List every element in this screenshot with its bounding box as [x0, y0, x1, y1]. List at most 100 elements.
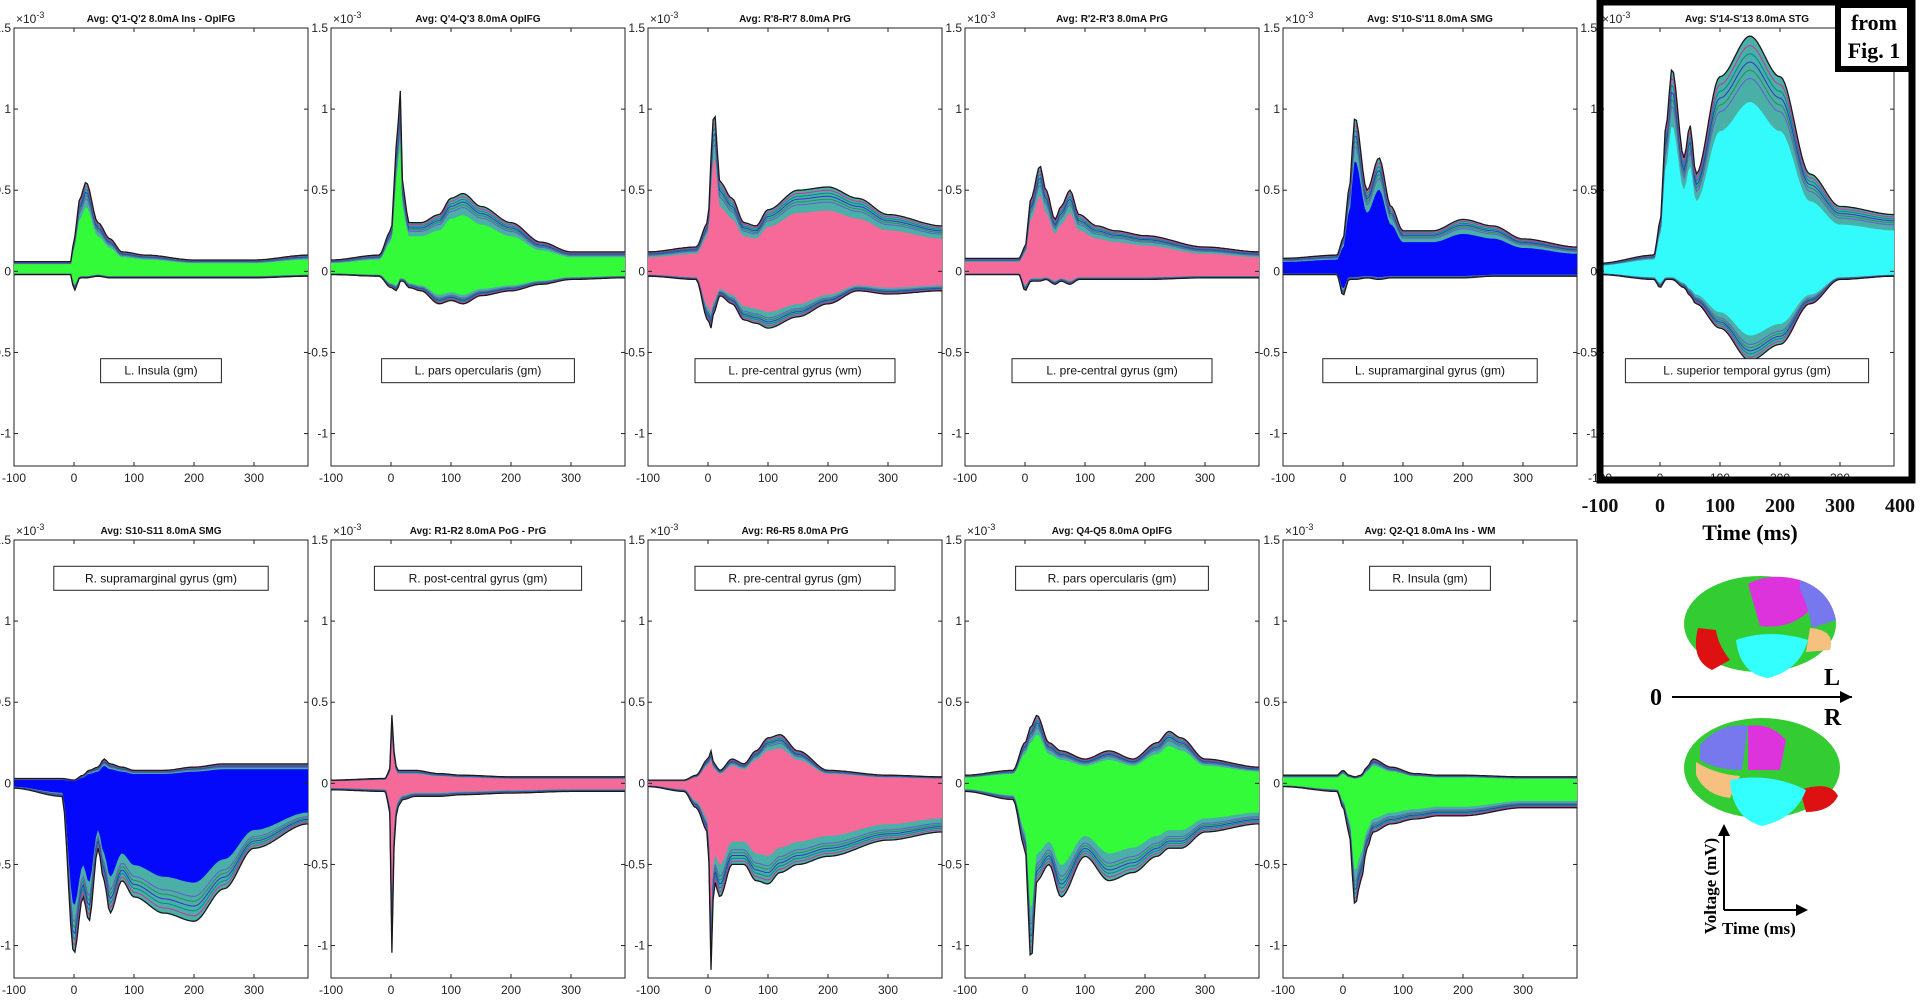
eeg-panel-11: -1 -0.5 0 0.5 1 1.5 -100 0 100 200 300 ×10-3 Avg: Q2… [1259, 522, 1578, 997]
y-tick-label: 1.5 [311, 533, 328, 547]
x-tick-label: 0 [71, 983, 78, 997]
panel-title: Avg: S10-S11 8.0mA SMG [101, 526, 222, 537]
y-tick-label: 1.5 [945, 533, 962, 547]
panel-title: Avg: Q'1-Q'2 8.0mA Ins - OpIFG [87, 14, 236, 25]
inset-x-tick-label: 400 [1885, 495, 1915, 517]
envelope-upper-edge [331, 90, 625, 261]
envelope-lower-edge [964, 790, 1259, 957]
y-tick-label: -0.5 [0, 857, 11, 871]
region-label-box [53, 565, 269, 591]
x-tick-label: 300 [1513, 983, 1533, 997]
y-exponent-label: ×10-3 [967, 10, 995, 26]
y-tick-label: -1 [0, 939, 11, 953]
eeg-panel-9: -1 -0.5 0 0.5 1 1.5 -100 0 100 200 300 ×10-3 Avg: R6… [624, 522, 943, 997]
trace-line-lower [648, 785, 943, 943]
y-exponent-label: ×10-3 [333, 10, 361, 26]
region-label-box [1624, 358, 1870, 384]
y-tick-label: -0.5 [1259, 857, 1280, 871]
trace-line-upper [1600, 61, 1894, 265]
y-tick-label: 0 [321, 776, 328, 790]
y-tick-label: 0 [638, 264, 645, 278]
response-core [648, 748, 942, 918]
trace-line-lower [647, 785, 943, 950]
response-core [648, 160, 942, 313]
x-tick-label: 100 [124, 471, 144, 485]
trace-line-upper [648, 137, 942, 256]
left-hemisphere-brain-icon [1684, 576, 1836, 678]
y-tick-label: 1.5 [311, 21, 328, 35]
response-core [1283, 765, 1577, 870]
region-label-box [381, 358, 575, 384]
inset-x-ticks: -100 0 100 200 300 400 [1582, 495, 1915, 517]
x-tick-label: 200 [1453, 471, 1473, 485]
envelope-lower-edge [331, 789, 625, 953]
envelope-upper-edge [647, 114, 942, 253]
y-tick-label: 1.5 [0, 21, 11, 35]
x-tick-label: -100 [2, 471, 26, 485]
y-exponent-label: ×10-3 [1285, 10, 1313, 26]
y-exponent-label: ×10-3 [333, 522, 361, 538]
y-tick-label: 0.5 [945, 695, 962, 709]
y-tick-label: 0.5 [1580, 183, 1597, 197]
y-exponent-power: -3 [353, 10, 361, 20]
envelope-upper-edge [14, 758, 308, 781]
x-tick-label: -100 [636, 471, 660, 485]
y-tick-label: 0 [955, 264, 962, 278]
y-exponent-power: -3 [1622, 10, 1630, 20]
y-tick-label: 1.5 [628, 533, 645, 547]
region-label: R. supramarginal gyrus (gm) [85, 571, 237, 585]
trace-line-upper [647, 143, 943, 256]
time-axis-arrowhead [1796, 904, 1808, 916]
y-tick-label: -1 [317, 939, 328, 953]
response-core [1283, 161, 1577, 289]
eeg-panel-2: -1 -0.5 0 0.5 1 1.5 -100 0 100 200 300 ×10-3 Avg: Q'… [307, 10, 626, 485]
envelope-lower-edge [1283, 785, 1577, 905]
x-tick-label: 100 [758, 471, 778, 485]
x-tick-label: -100 [319, 471, 343, 485]
trace-line-upper [1283, 129, 1577, 260]
y-tick-label: 0.5 [0, 695, 11, 709]
panel-title: Avg: R'2-R'3 8.0mA PrG [1056, 14, 1168, 25]
region-label: R. pars opercularis (gm) [1048, 571, 1177, 585]
plot-frame [1282, 539, 1578, 979]
eeg-panel-4: -1 -0.5 0 0.5 1 1.5 -100 0 100 200 300 ×10-3 Avg: R'… [941, 10, 1260, 485]
x-tick-label: 0 [71, 471, 78, 485]
y-exponent-power: -3 [1305, 10, 1313, 20]
x-tick-label: 0 [1022, 471, 1029, 485]
y-tick-label: 1 [1273, 614, 1280, 628]
y-exponent-power: -3 [670, 522, 678, 532]
right-label: R [1824, 705, 1842, 731]
y-tick-label: 0 [1590, 264, 1597, 278]
region-label: L. Insula (gm) [124, 364, 197, 378]
y-tick-label: -1 [951, 939, 962, 953]
voltage-axis-arrowhead [1718, 824, 1730, 836]
y-exponent-label: ×10-3 [16, 522, 44, 538]
x-tick-label: 0 [388, 983, 395, 997]
x-tick-label: 200 [184, 983, 204, 997]
y-tick-label: -1 [951, 427, 962, 441]
y-tick-label: 0.5 [945, 183, 962, 197]
y-tick-label: 0 [4, 264, 11, 278]
y-tick-label: 1 [638, 614, 645, 628]
y-tick-label: 1 [1273, 102, 1280, 116]
region-label: R. Insula (gm) [1392, 571, 1467, 585]
envelope-upper-edge [331, 715, 625, 781]
x-tick-label: 100 [441, 983, 461, 997]
y-exponent-power: -3 [353, 522, 361, 532]
eeg-panel-8: -1 -0.5 0 0.5 1 1.5 -100 0 100 200 300 ×10-3 Avg: R1… [307, 522, 626, 997]
x-tick-label: 300 [878, 983, 898, 997]
x-tick-label: 0 [388, 471, 395, 485]
y-exponent-label: ×10-3 [967, 522, 995, 538]
inset-x-tick-label: 300 [1825, 495, 1855, 517]
response-core [331, 141, 625, 295]
y-exponent-label: ×10-3 [650, 522, 678, 538]
panel-title: Avg: S'14-S'13 8.0mA STG [1685, 14, 1809, 25]
x-tick-label: 100 [1075, 983, 1095, 997]
y-exponent-label: ×10-3 [1285, 522, 1313, 538]
y-tick-label: 0.5 [311, 695, 328, 709]
x-tick-label: -100 [953, 983, 977, 997]
region-label: L. pars opercularis (gm) [415, 364, 542, 378]
region-label-box [373, 565, 583, 591]
region-label: R. pre-central gyrus (gm) [728, 571, 861, 585]
